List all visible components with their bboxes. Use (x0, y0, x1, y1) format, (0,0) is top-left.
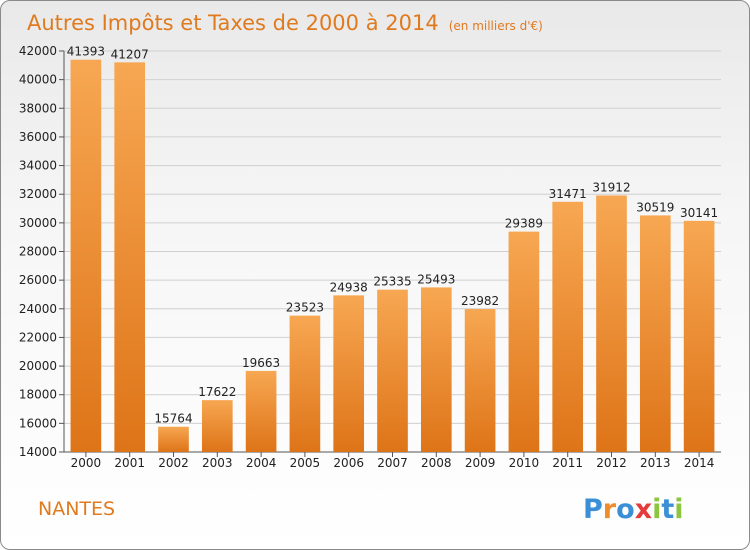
logo-letter: t (661, 494, 674, 525)
x-tick-label: 2007 (377, 456, 408, 470)
logo-letter: x (635, 494, 652, 525)
logo-letter: i (674, 494, 683, 525)
y-tick-label: 22000 (19, 330, 57, 344)
y-tick-label: 30000 (19, 216, 57, 230)
y-tick-label: 18000 (19, 388, 57, 402)
y-tick-label: 42000 (19, 44, 57, 58)
bar-2002 (158, 426, 189, 452)
x-tick-label: 2008 (421, 456, 452, 470)
x-tick-label: 2002 (158, 456, 189, 470)
x-tick-label: 2001 (114, 456, 145, 470)
value-label: 25493 (417, 272, 455, 286)
bar-2004 (245, 370, 277, 452)
proxiti-logo: Proxiti (583, 494, 684, 525)
bar-2007 (377, 289, 408, 452)
value-label: 41393 (67, 45, 105, 59)
chart-title-text: Autres Impôts et Taxes de 2000 à 2014 (27, 11, 439, 35)
value-label: 29389 (505, 217, 543, 231)
bar-2003 (201, 400, 233, 452)
x-tick-label: 2014 (684, 456, 715, 470)
bars (70, 59, 715, 452)
x-tick-label: 2009 (465, 456, 496, 470)
value-label: 15764 (154, 412, 192, 426)
x-tick-label: 2003 (202, 456, 233, 470)
y-tick-label: 26000 (19, 273, 57, 287)
x-tick-label: 2006 (333, 456, 364, 470)
value-label: 41207 (111, 47, 149, 61)
value-label: 19663 (242, 356, 280, 370)
y-tick-label: 40000 (19, 73, 57, 87)
bar-2010 (508, 231, 540, 452)
bar-2009 (464, 309, 496, 452)
y-tick-labels: 14000 16000 18000 20000 22000 24000 26000 28000… (19, 44, 64, 459)
y-tick-label: 20000 (19, 359, 57, 373)
logo-letter: o (616, 494, 635, 525)
y-tick-label: 16000 (19, 416, 57, 430)
value-label: 31912 (592, 180, 630, 194)
y-tick-label: 14000 (19, 445, 57, 459)
y-tick-label: 34000 (19, 159, 57, 173)
bar-2013 (639, 215, 671, 452)
logo-letter: r (603, 494, 617, 525)
bar-2000 (70, 59, 102, 452)
value-label: 31471 (549, 187, 587, 201)
value-label: 17622 (198, 385, 236, 399)
y-tick-label: 32000 (19, 187, 57, 201)
bar-2005 (289, 315, 321, 452)
bar-2008 (420, 287, 452, 452)
x-tick-label: 2004 (246, 456, 277, 470)
bar-2006 (333, 295, 365, 452)
value-label: 25335 (373, 275, 411, 289)
chart-title: Autres Impôts et Taxes de 2000 à 2014 (e… (27, 11, 543, 35)
bar-2012 (596, 195, 627, 452)
x-tick-label: 2005 (290, 456, 321, 470)
x-tick-label: 2011 (552, 456, 583, 470)
value-label: 30141 (680, 206, 718, 220)
value-labels: 41393 41207 15764 17622 19663 23523 24938 25335… (67, 45, 718, 426)
value-label: 23523 (286, 301, 324, 315)
x-tick-label: 2000 (71, 456, 102, 470)
logo-letter: i (652, 494, 661, 525)
x-tick-label: 2010 (509, 456, 540, 470)
logo-letter: P (583, 494, 603, 525)
value-label: 24938 (330, 280, 368, 294)
city-name: NANTES (38, 498, 115, 520)
y-tick-label: 24000 (19, 302, 57, 316)
x-tick-label: 2013 (640, 456, 671, 470)
bar-2011 (552, 201, 584, 452)
bar-2001 (114, 62, 146, 452)
y-tick-label: 28000 (19, 245, 57, 259)
value-label: 23982 (461, 294, 499, 308)
x-tick-label: 2012 (596, 456, 627, 470)
chart-subtitle-text: (en milliers d'€) (449, 19, 543, 33)
value-label: 30519 (636, 200, 674, 214)
bar-2014 (683, 220, 715, 452)
y-tick-label: 36000 (19, 130, 57, 144)
x-tick-labels: 2000 2001 2002 2003 2004 2005 2006 2007 2008 2009… (71, 452, 715, 470)
y-tick-label: 38000 (19, 101, 57, 115)
